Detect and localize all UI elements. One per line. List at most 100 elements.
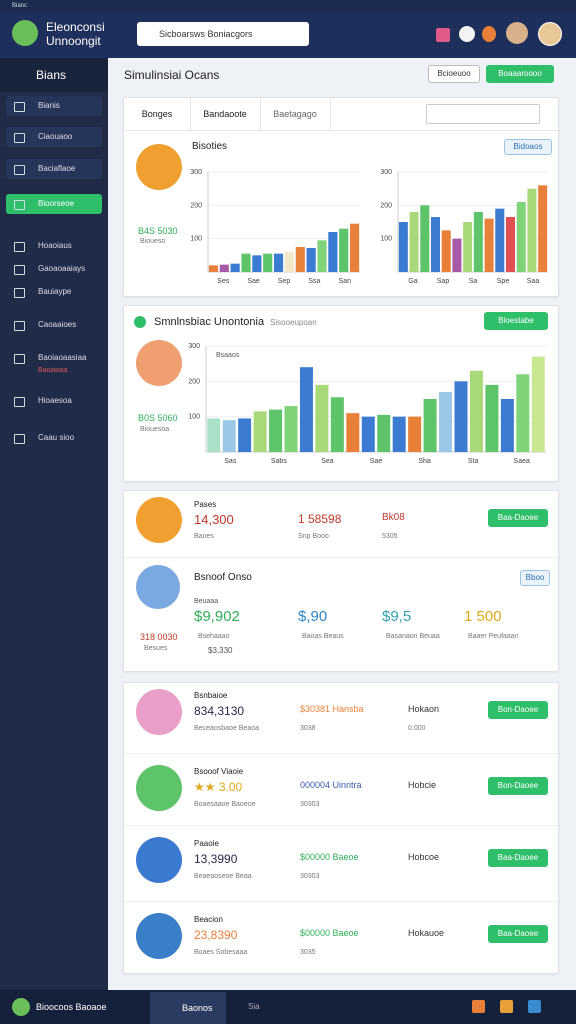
menu-item[interactable]: Baciaflaoe [6, 159, 102, 179]
menu-item[interactable]: Bioorseoe [6, 194, 102, 214]
button[interactable]: Bloestabe [484, 312, 548, 330]
menu-label: Bauiaype [38, 287, 72, 296]
bar [506, 217, 515, 272]
menu-icon [14, 354, 25, 364]
menu-item[interactable]: Hoaoiaus [6, 236, 102, 256]
avatar[interactable] [506, 22, 528, 44]
menu-item[interactable]: Baoiaoaasiaa [6, 348, 102, 368]
tab[interactable]: Bonges [124, 98, 191, 130]
bar [441, 230, 451, 272]
menu-icon [14, 397, 25, 407]
icon[interactable] [436, 28, 450, 42]
x-tick-label: Sae [370, 458, 383, 465]
menu-label: Caoaaioes [38, 320, 77, 329]
bar [454, 381, 468, 452]
button[interactable]: Boaaaroooo [486, 65, 554, 83]
menu-item[interactable]: Bauiaype [6, 282, 102, 302]
icon[interactable] [500, 1000, 513, 1013]
taskbar-user: Bioocoos Baoaoe [36, 1002, 107, 1012]
avatar [136, 765, 182, 811]
search-box[interactable]: Sicboarsws Boniacgors [137, 22, 309, 46]
bar [377, 414, 391, 452]
button[interactable]: Bboo [520, 570, 550, 586]
menu-item[interactable]: Ciaouaoo [6, 127, 102, 147]
stat-value: $9,5 [382, 608, 412, 625]
icon[interactable] [528, 1000, 541, 1013]
icon[interactable] [482, 26, 496, 42]
stat: B4S 5030 [138, 226, 178, 236]
bar [452, 238, 462, 272]
x-tick-label: San [339, 278, 352, 285]
avatar [136, 340, 182, 386]
taskbar-app[interactable]: Baonos [150, 992, 226, 1024]
card: Bonges Bandaoote Baetagago Bisoties Bidoaos B… [123, 97, 559, 297]
menu-label: Ciaouaoo [38, 132, 73, 141]
stat-label: Biouesoa [140, 426, 170, 433]
divider [124, 557, 558, 558]
button[interactable]: Bon-Daoee [488, 701, 548, 719]
value: 834,3130 [194, 704, 245, 718]
bar [263, 253, 273, 272]
bar-chart: 100 200 300 Sas Sabs Sea Sae Sha Sta Saea [188, 343, 546, 465]
legend: Bsaaos [216, 352, 240, 359]
avatar[interactable] [538, 22, 562, 46]
mid-value: $00000 Baeoe [300, 928, 359, 938]
tab[interactable]: Baetagago [260, 98, 331, 130]
bar [317, 240, 327, 272]
avatar [136, 837, 182, 883]
card: Bsnbaioe 834,3130 Beceaosbaoe Beaoa $30381 … [123, 682, 559, 974]
menu-item[interactable]: Hioaesoa [6, 391, 102, 411]
row-title: Paaoie [194, 839, 219, 848]
button[interactable]: Baa-Daoee [488, 509, 548, 527]
bar-chart: 100 200 300 Ga Sap Sa Spe Saa [380, 169, 548, 285]
bar [398, 222, 408, 272]
button[interactable]: Baa-Daoee [488, 925, 548, 943]
tab[interactable]: Bandaoote [190, 98, 261, 130]
button[interactable]: Baa-Daoee [488, 849, 548, 867]
avatar [12, 998, 30, 1016]
y-tick-label: 200 [188, 378, 200, 385]
left-sub: Besues [144, 645, 168, 652]
col-label: Hokaon [408, 704, 440, 714]
taskbar-item[interactable]: Sia [248, 1002, 260, 1011]
x-tick-label: Sabs [271, 458, 287, 465]
y-tick-label: 100 [188, 414, 200, 421]
x-tick-label: Sea [321, 458, 334, 465]
icon[interactable] [459, 26, 475, 42]
avatar [136, 144, 182, 190]
bar [361, 416, 375, 452]
stat-sub: Bsehaaao [198, 633, 230, 640]
button[interactable]: Bidoaos [504, 139, 552, 155]
menu-item[interactable]: Bianis [6, 96, 102, 116]
bar [350, 223, 360, 272]
x-tick-label: Ssa [308, 278, 320, 285]
card: Pases 14,300 Baoes 1 58598 Snp Booo Bk08 5305 B… [123, 490, 559, 672]
menu-item[interactable]: Caau sioo [6, 428, 102, 448]
menu-item[interactable]: Caoaaioes [6, 315, 102, 335]
stat-value: $,90 [298, 608, 328, 625]
button[interactable]: Bcioeuoo [428, 65, 480, 83]
x-tick-label: Sap [437, 278, 450, 285]
button[interactable]: Bon-Daoee [488, 777, 548, 795]
icon[interactable] [472, 1000, 485, 1013]
menu-item[interactable]: Gaoaoaaiays [6, 259, 102, 279]
value-sub: Baoes [194, 533, 214, 540]
col-label: Hokauoe [408, 928, 445, 938]
menu-icon [14, 133, 25, 143]
bar [284, 406, 298, 452]
extra: $3,330 [208, 646, 233, 655]
bar [439, 391, 453, 452]
search-box[interactable] [426, 104, 540, 124]
y-tick-label: 300 [380, 169, 392, 176]
bar-chart: 100 200 300 Ses Sae Sep Ssa San [190, 169, 360, 285]
bar [423, 399, 437, 452]
menu-icon [14, 321, 25, 331]
x-tick-label: Sae [247, 278, 260, 285]
mid-value: $30381 Hansba [300, 704, 364, 714]
menu-note: Baoiaoaa [38, 367, 68, 374]
value-sub: Boaes Sobesaaa [194, 949, 248, 956]
stat-value: 1 500 [464, 608, 502, 625]
divider [124, 825, 558, 826]
y-tick-label: 200 [190, 202, 202, 209]
bar [328, 232, 338, 272]
